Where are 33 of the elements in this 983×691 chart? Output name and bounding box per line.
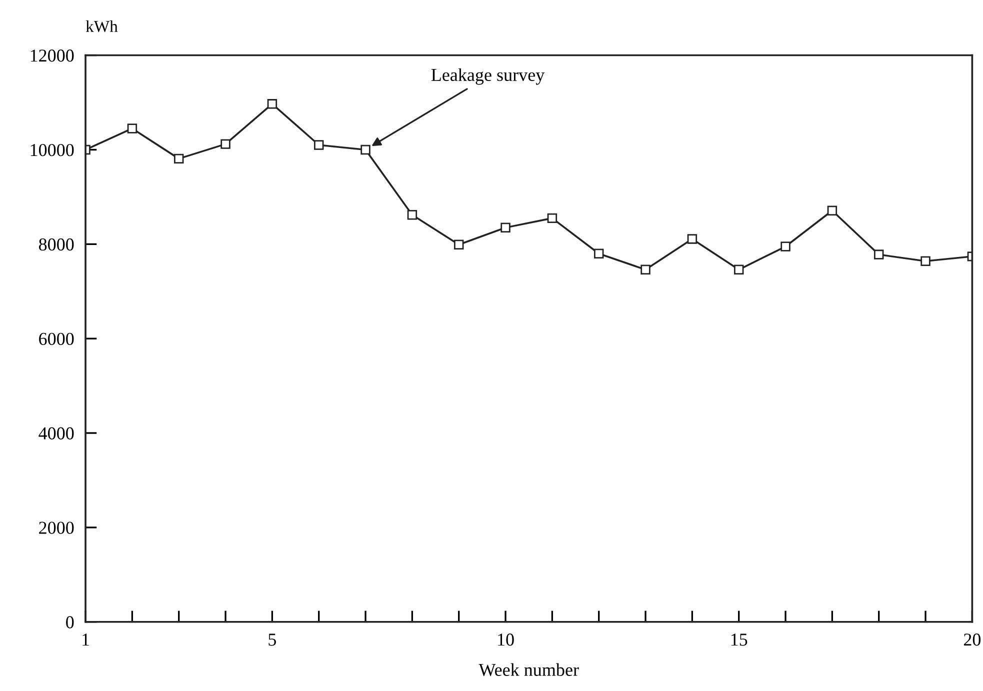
x-tick-label: 15 [731,634,748,646]
point [454,240,464,250]
x-axis-title: Week number [478,663,579,676]
point [220,139,230,149]
annotation: Leakage survey [431,68,545,85]
point [594,248,604,258]
x-tick-label: 1 [82,634,89,646]
y-tick-label: 10000 [30,144,74,156]
point [127,124,138,134]
y-tick-label: 8000 [38,238,74,251]
point [687,234,698,244]
point [407,210,418,220]
y-tick-label: 0 [66,616,74,628]
y-axis-title: kWh [86,20,118,32]
point [360,144,370,155]
x-tick-label: 5 [268,634,276,646]
x-tick-label: 20 [964,634,981,646]
point [734,264,744,275]
point [827,206,838,216]
point [920,256,930,266]
point [640,264,650,275]
point [500,222,510,232]
point [314,140,324,150]
y-tick-label: 4000 [38,427,74,440]
x-tick-label: 10 [498,634,514,646]
point [267,99,278,109]
y-tick-label: 2000 [39,522,74,534]
point [780,242,790,252]
point [174,154,184,164]
y-tick-label: 12000 [30,50,74,62]
point [874,250,884,260]
y-tick-label: 6000 [39,332,74,346]
point [547,213,558,224]
